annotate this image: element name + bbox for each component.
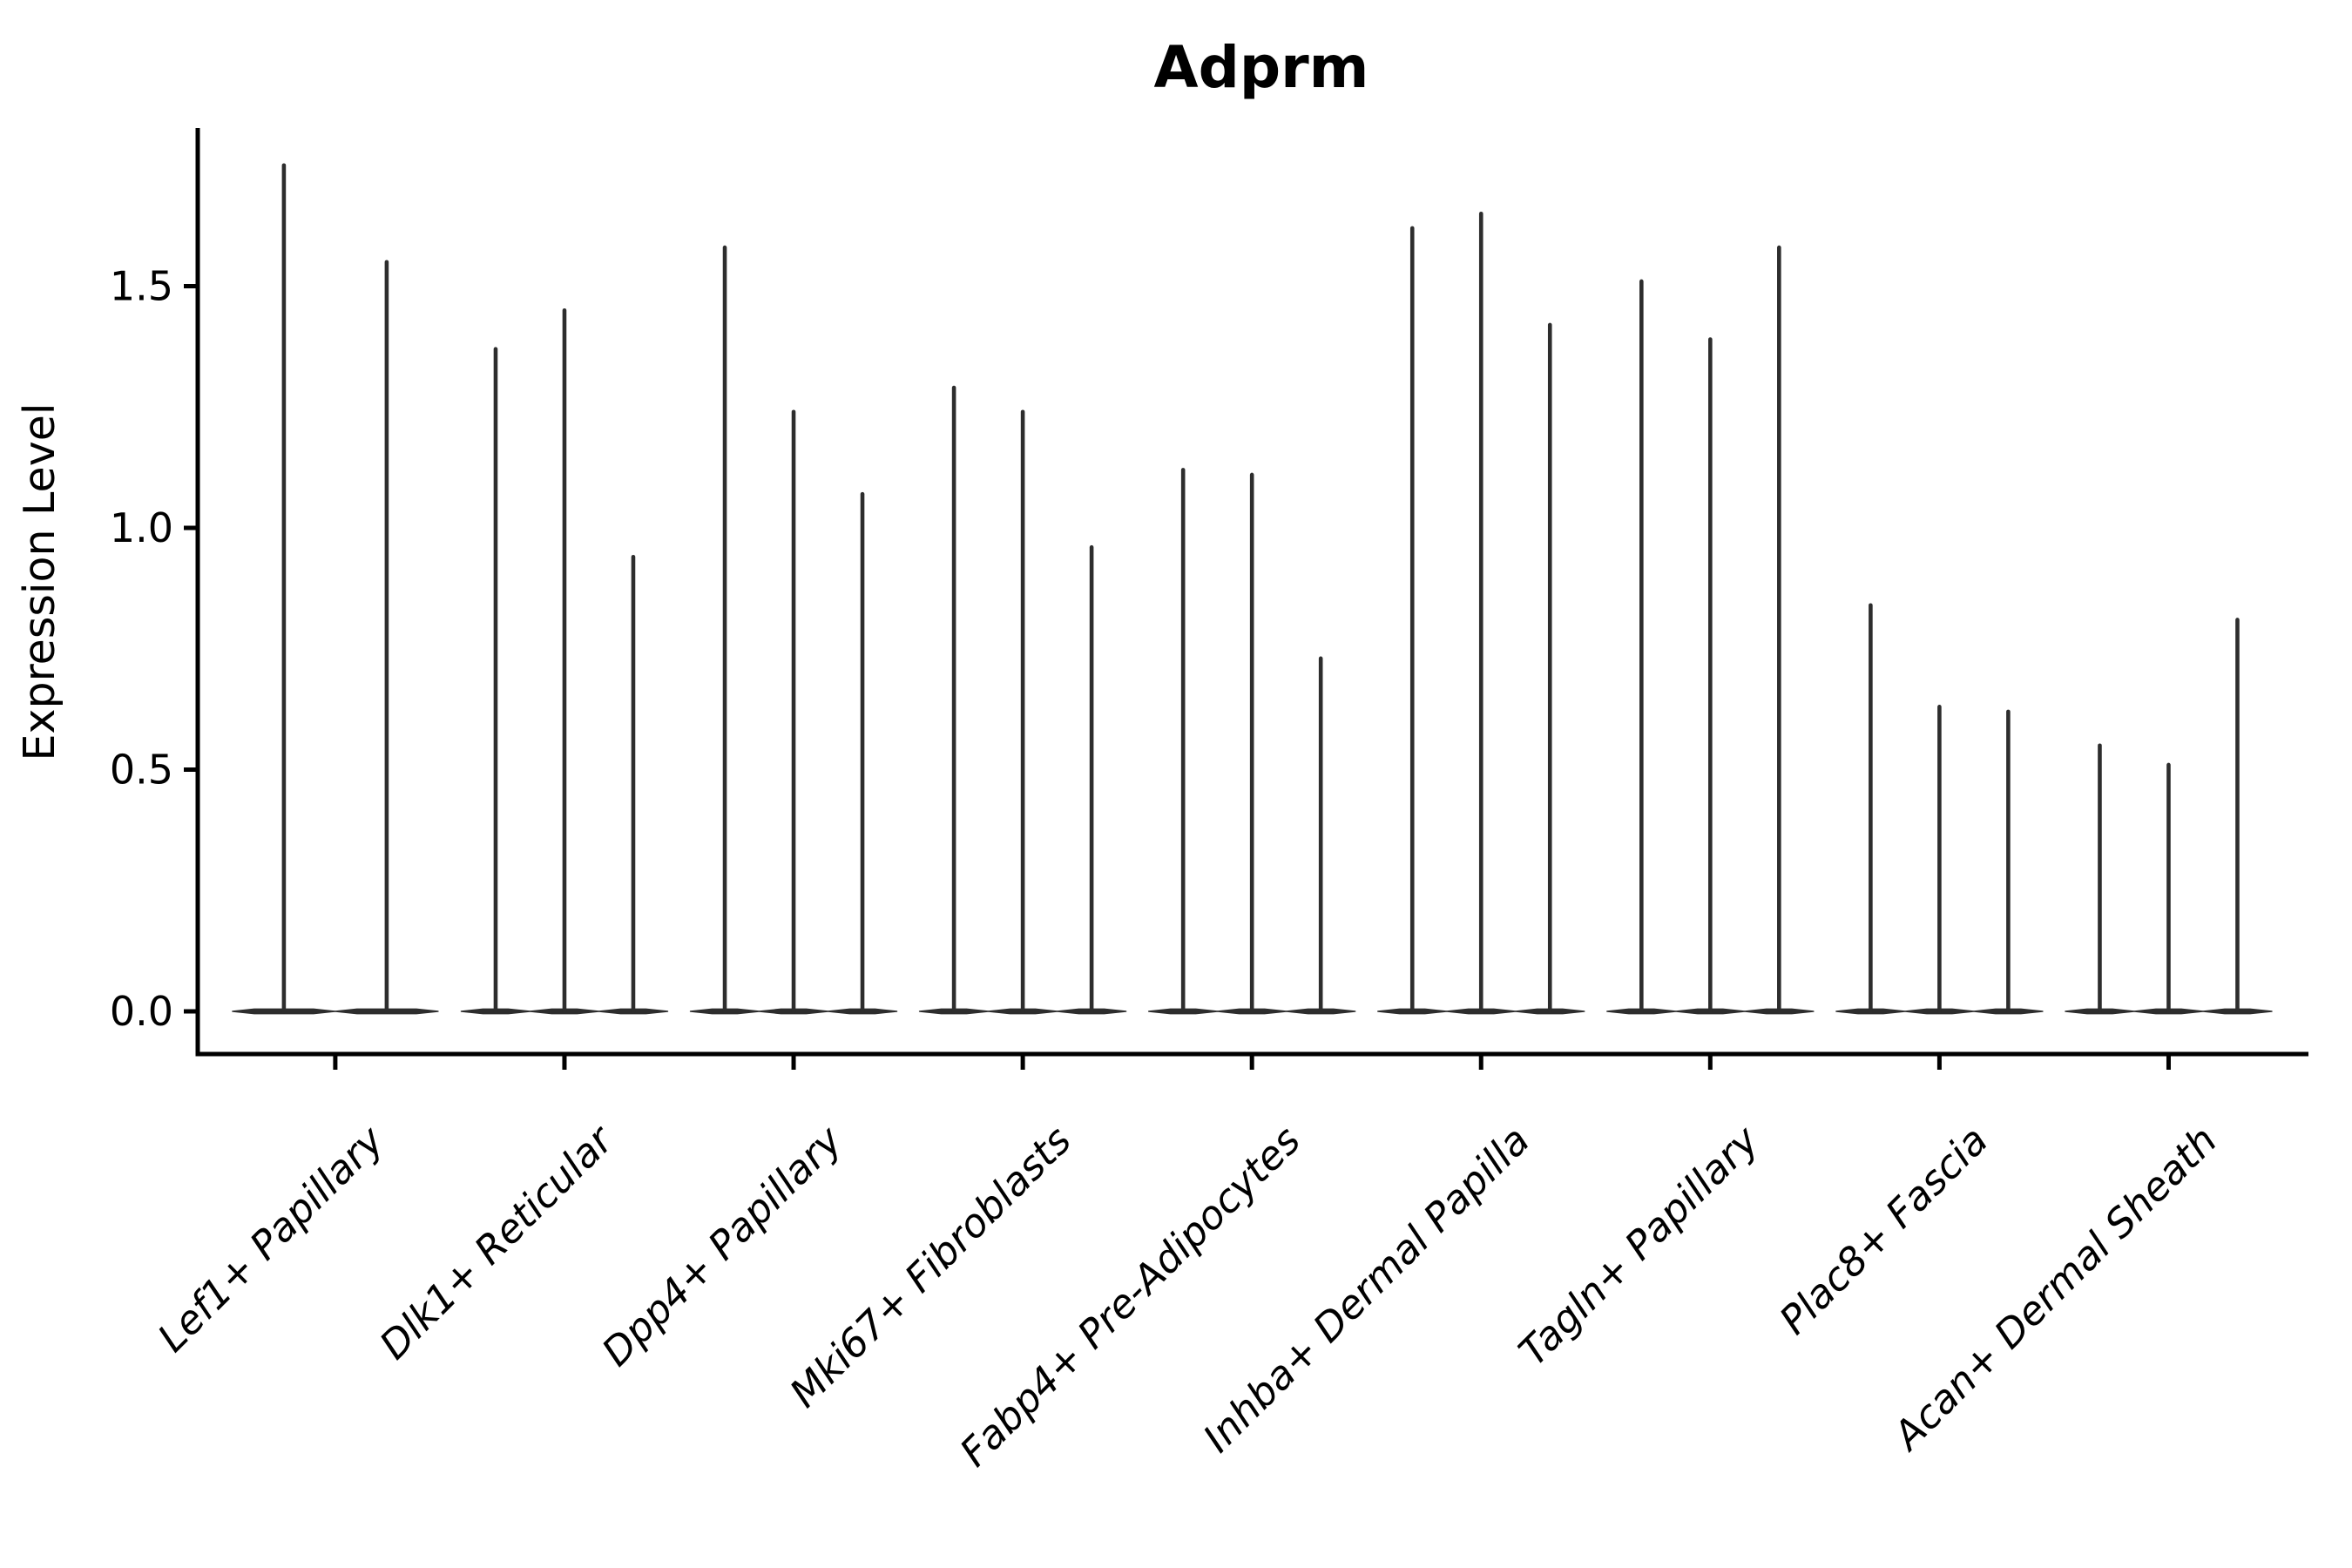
y-tick-label: 0.5 [110, 747, 173, 794]
violin [2133, 762, 2204, 1015]
chart-title: Adprm [1154, 34, 1369, 101]
x-category-label: Tagln+ Papillary [1510, 1116, 1768, 1375]
violin [689, 245, 760, 1015]
violin [460, 347, 531, 1015]
violin [758, 409, 829, 1015]
x-category-label: Dpp4+ Papillary [593, 1116, 852, 1375]
x-category-label: Plac8+ Fascia [1770, 1117, 1997, 1343]
violin [1446, 211, 1517, 1015]
violin [1285, 656, 1356, 1015]
x-category-label: Lef1+ Papillary [149, 1116, 394, 1361]
violin [1973, 709, 2044, 1015]
violin [2065, 743, 2135, 1015]
violin-series [232, 163, 2273, 1015]
violin [987, 409, 1058, 1015]
x-category-label: Dlk1+ Reticular [370, 1116, 623, 1369]
violin [598, 554, 669, 1015]
violin [1606, 279, 1677, 1015]
violin [1515, 322, 1585, 1015]
violin [918, 385, 990, 1015]
y-axis-label: Expression Level [15, 403, 64, 761]
y-tick-label: 1.5 [110, 263, 173, 310]
violin [1835, 603, 1906, 1015]
violin [1675, 337, 1746, 1015]
violin [1744, 245, 1815, 1015]
violin [335, 260, 439, 1015]
violin [827, 491, 898, 1015]
violin [232, 163, 336, 1015]
violin [1904, 705, 1975, 1015]
y-axis-ticks: 0.0 0.5 1.0 1.5 [110, 263, 198, 1035]
violin [1377, 226, 1448, 1015]
y-tick-label: 0.0 [110, 988, 173, 1035]
violin [1216, 472, 1288, 1015]
violin [1056, 544, 1127, 1015]
violin [529, 308, 600, 1015]
y-tick-label: 1.0 [110, 504, 173, 551]
violin [2202, 618, 2273, 1015]
violin [1147, 468, 1219, 1015]
